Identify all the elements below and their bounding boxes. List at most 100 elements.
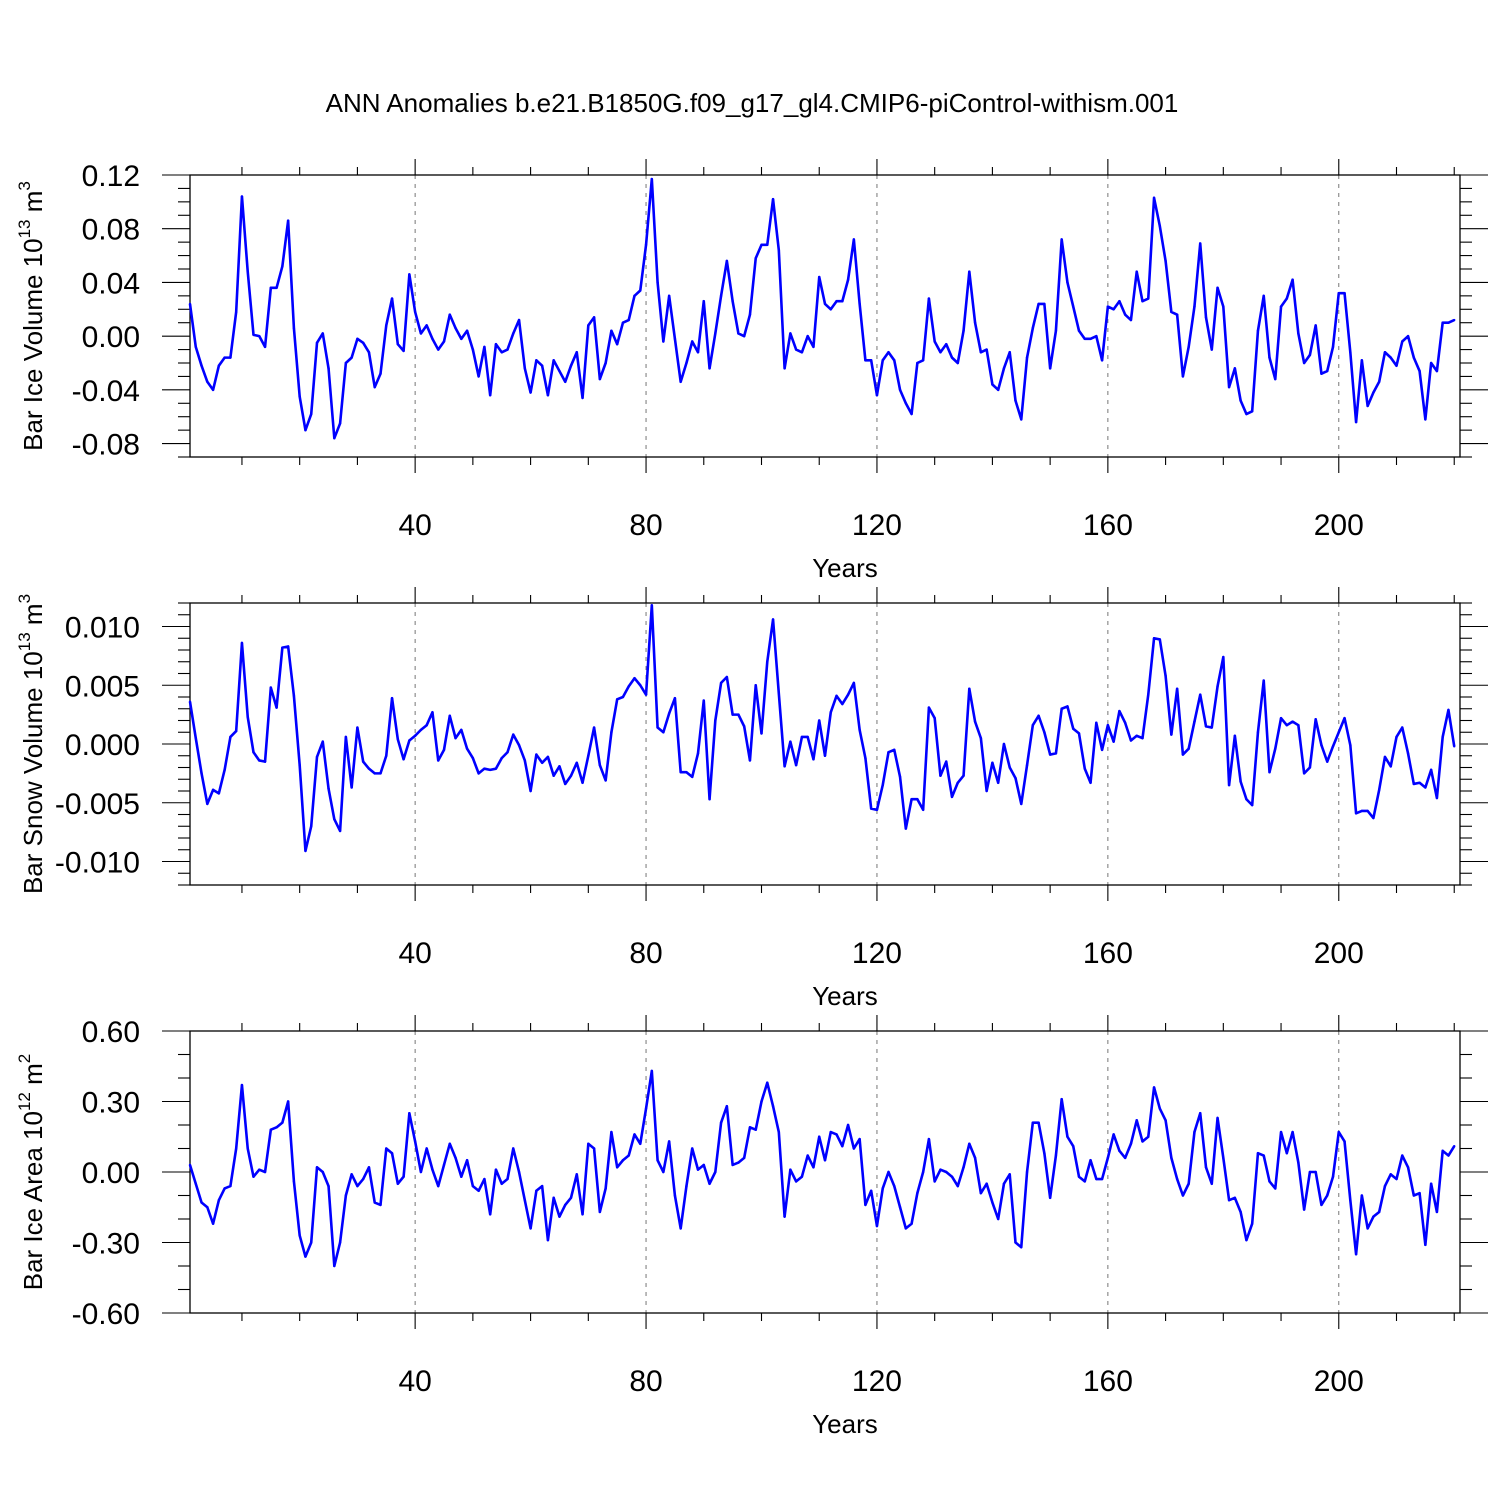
data-point [662, 1170, 665, 1174]
x-tick-label: 80 [629, 937, 662, 970]
data-point [1014, 776, 1017, 780]
data-point [1383, 1184, 1387, 1188]
data-point [310, 1241, 313, 1244]
data-point [777, 692, 781, 695]
data-point [200, 364, 203, 367]
data-point [869, 359, 873, 362]
data-point [650, 1069, 654, 1073]
data-point [1187, 1182, 1190, 1185]
data-point [968, 687, 971, 690]
data-point [1020, 1246, 1023, 1249]
data-point [338, 829, 342, 833]
data-point [945, 1170, 948, 1174]
x-tick-label: 120 [852, 937, 902, 970]
data-point [973, 720, 977, 723]
data-point [1066, 1135, 1069, 1138]
data-point [1222, 305, 1225, 308]
data-point [696, 1168, 700, 1171]
data-point [471, 348, 475, 351]
data-point [1343, 716, 1346, 720]
data-point [292, 326, 296, 330]
data-point [806, 1154, 809, 1157]
data-point [639, 1142, 642, 1146]
data-point [869, 1189, 873, 1193]
data-point [1181, 753, 1185, 756]
data-point [1245, 1238, 1248, 1242]
data-point [558, 765, 561, 768]
data-point [754, 684, 757, 687]
data-point [1262, 1154, 1265, 1157]
plot-frame [189, 174, 1461, 458]
data-point [419, 332, 423, 335]
y-axis-title-superscript: 12 [15, 1092, 34, 1111]
data-point [1268, 771, 1271, 774]
y-tick-label: 0.08 [82, 214, 140, 247]
data-point [281, 265, 284, 268]
data-point [1424, 418, 1427, 421]
data-point [564, 782, 567, 786]
data-point [904, 1227, 908, 1230]
data-point [512, 332, 515, 335]
data-point [841, 1144, 844, 1148]
data-point [1250, 410, 1254, 413]
data-point [1129, 739, 1133, 742]
data-point [1285, 724, 1289, 727]
data-point [333, 1264, 336, 1268]
data-point [1204, 1166, 1208, 1169]
data-point [564, 380, 567, 383]
x-axis-title: Years [812, 1409, 878, 1439]
data-point [1435, 796, 1439, 800]
data-point [523, 759, 527, 762]
data-point [367, 767, 371, 770]
data-point [1170, 733, 1173, 736]
data-point [333, 437, 336, 440]
data-point [1008, 1173, 1011, 1176]
data-point [1158, 224, 1162, 228]
y-axis-title-superscript: 13 [15, 219, 34, 238]
data-point [200, 772, 203, 775]
data-point [263, 345, 267, 349]
data-point [598, 377, 602, 381]
data-point [1429, 768, 1433, 772]
data-point [748, 759, 752, 762]
data-point [1060, 707, 1063, 710]
data-point [1453, 745, 1456, 748]
data-point [893, 1184, 896, 1188]
data-point [1279, 305, 1283, 308]
data-point [812, 345, 815, 349]
data-point [1337, 291, 1340, 295]
data-point [500, 1182, 503, 1185]
data-point [552, 359, 555, 362]
data-point [592, 726, 596, 729]
figure-title: ANN Anomalies b.e21.B1850G.f09_g17_gl4.C… [326, 88, 1179, 118]
data-point [1326, 369, 1329, 373]
data-point [373, 1201, 376, 1204]
data-point [939, 351, 942, 354]
data-point [921, 808, 925, 811]
x-tick-label: 80 [629, 1365, 662, 1398]
data-point [714, 332, 717, 335]
data-point [460, 728, 463, 732]
data-point [615, 698, 619, 701]
data-point [852, 681, 856, 685]
data-point [1147, 1135, 1150, 1138]
data-point [985, 789, 988, 793]
data-point [887, 751, 890, 754]
data-point [558, 1215, 561, 1218]
data-point [448, 1142, 451, 1146]
data-point [667, 294, 671, 298]
data-point [425, 724, 428, 727]
y-tick-label: 0.30 [82, 1087, 140, 1120]
data-point [500, 756, 503, 760]
data-point [350, 356, 353, 359]
data-point [644, 1107, 648, 1110]
data-point [604, 779, 607, 782]
data-point [1291, 1130, 1294, 1134]
data-point [217, 364, 221, 367]
data-point [1204, 725, 1208, 728]
data-point [535, 753, 538, 756]
data-point [1239, 399, 1242, 402]
data-point [258, 1168, 261, 1171]
data-point [592, 1147, 596, 1150]
data-point [592, 316, 596, 319]
